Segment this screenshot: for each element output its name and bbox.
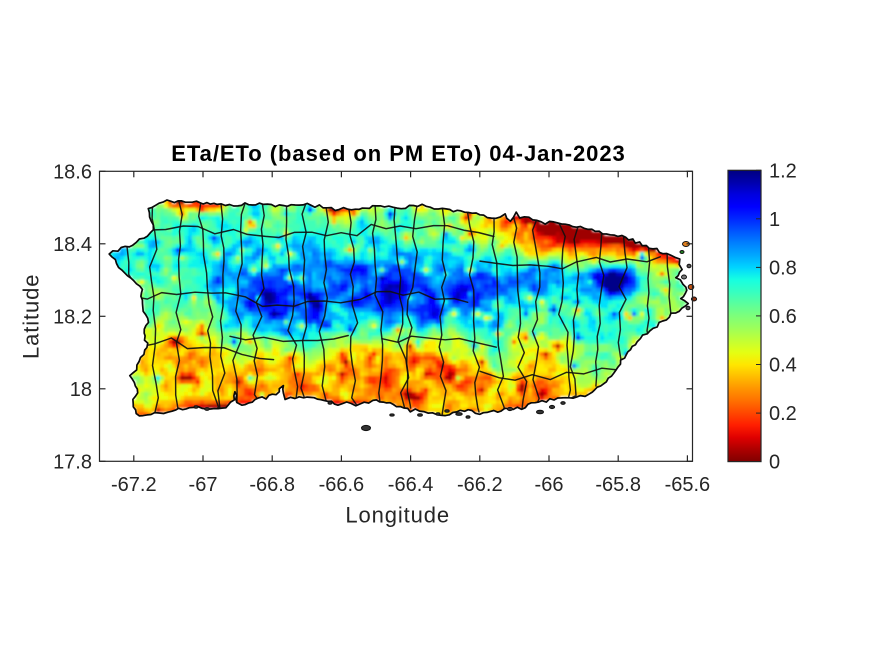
svg-text:18.2: 18.2: [53, 306, 92, 328]
svg-text:0.6: 0.6: [769, 306, 797, 328]
svg-text:-66.4: -66.4: [388, 474, 434, 496]
svg-text:-66.8: -66.8: [249, 474, 295, 496]
svg-text:1.2: 1.2: [769, 160, 797, 182]
svg-text:18.4: 18.4: [53, 234, 92, 256]
svg-text:-65.6: -65.6: [665, 474, 711, 496]
svg-text:-67: -67: [189, 474, 218, 496]
svg-text:0.4: 0.4: [769, 355, 797, 377]
svg-text:-66.2: -66.2: [457, 474, 503, 496]
svg-text:-66: -66: [535, 474, 564, 496]
svg-text:0.2: 0.2: [769, 403, 797, 425]
svg-text:-67.2: -67.2: [111, 474, 157, 496]
svg-text:-65.8: -65.8: [595, 474, 641, 496]
svg-text:18: 18: [70, 379, 92, 401]
svg-text:18.6: 18.6: [53, 161, 92, 183]
svg-text:ETa/ETo (based on PM ETo) 04-J: ETa/ETo (based on PM ETo) 04-Jan-2023: [171, 141, 625, 166]
svg-text:Longitude: Longitude: [345, 503, 450, 528]
svg-text:Latitude: Latitude: [19, 274, 44, 360]
svg-text:-66.6: -66.6: [319, 474, 365, 496]
svg-text:17.8: 17.8: [53, 451, 92, 473]
svg-text:0: 0: [769, 452, 780, 474]
svg-text:1: 1: [769, 209, 780, 231]
svg-text:0.8: 0.8: [769, 257, 797, 279]
